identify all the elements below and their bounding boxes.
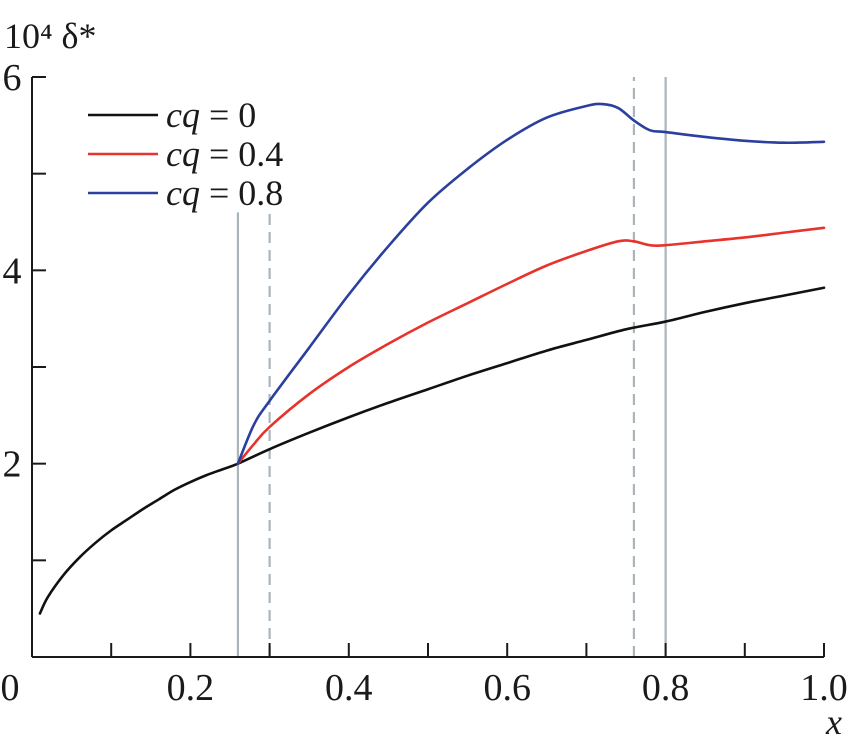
- x-ticks: 0 0.2 0.4 0.6 0.8 1.0: [1, 643, 848, 709]
- x-tick-label: 0.8: [642, 667, 690, 709]
- legend-value: = 0.4: [200, 134, 283, 174]
- legend-value: = 0: [200, 95, 256, 135]
- series-lines: [38, 102, 826, 615]
- y-tick-label: 4: [3, 250, 22, 292]
- legend-entry-3: cq = 0.8: [166, 173, 283, 213]
- series-line-3: [236, 102, 826, 465]
- legend-entry-2: cq = 0.4: [166, 134, 283, 174]
- axes: [31, 77, 824, 658]
- series-line-2: [236, 226, 826, 465]
- x-tick-label: 0.2: [167, 667, 215, 709]
- y-ticks: 2 4 6: [3, 57, 46, 562]
- x-tick-label: 1.0: [800, 667, 848, 709]
- legend: cq = 0cq = 0.4cq = 0.8: [88, 95, 283, 213]
- reference-lines: [236, 77, 667, 657]
- legend-entry-1: cq = 0: [166, 95, 256, 135]
- x-axis-title: x: [825, 702, 842, 742]
- legend-value: = 0.8: [200, 173, 283, 213]
- legend-variable: cq: [166, 95, 200, 135]
- x-tick-label: 0: [1, 667, 20, 709]
- y-tick-label: 6: [3, 57, 22, 99]
- y-tick-label: 2: [3, 444, 22, 486]
- legend-variable: cq: [166, 173, 200, 213]
- legend-variable: cq: [166, 134, 200, 174]
- y-axis-title: 10⁴ δ*: [4, 16, 97, 56]
- x-tick-label: 0.4: [325, 667, 373, 709]
- x-tick-label: 0.6: [483, 667, 531, 709]
- series-line-1: [38, 286, 826, 615]
